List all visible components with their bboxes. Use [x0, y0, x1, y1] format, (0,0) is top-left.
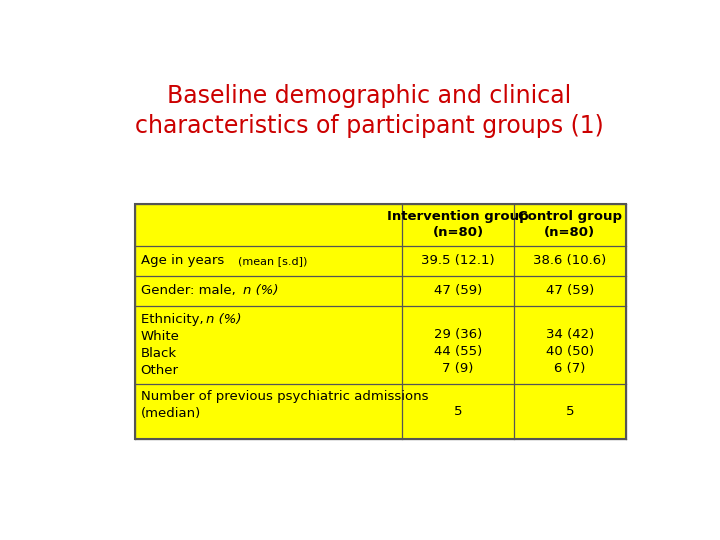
Text: 5: 5	[454, 405, 462, 418]
Text: 38.6 (10.6): 38.6 (10.6)	[534, 254, 606, 267]
Text: Gender: male,: Gender: male,	[140, 285, 240, 298]
Text: 44 (55): 44 (55)	[434, 346, 482, 359]
Text: 5: 5	[566, 405, 574, 418]
Text: 47 (59): 47 (59)	[434, 285, 482, 298]
Text: 34 (42): 34 (42)	[546, 328, 594, 341]
Text: Number of previous psychiatric admissions
(median): Number of previous psychiatric admission…	[140, 390, 428, 421]
Text: Intervention group
(n=80): Intervention group (n=80)	[387, 211, 529, 239]
Text: Ethnicity,: Ethnicity,	[140, 313, 207, 326]
Text: 29 (36): 29 (36)	[434, 328, 482, 341]
Text: White: White	[140, 330, 179, 343]
Text: 39.5 (12.1): 39.5 (12.1)	[421, 254, 495, 267]
Text: 40 (50): 40 (50)	[546, 346, 594, 359]
Text: (mean [s.d]): (mean [s.d])	[238, 256, 307, 266]
Text: Age in years: Age in years	[140, 254, 228, 267]
Text: n (%): n (%)	[207, 313, 242, 326]
Text: 47 (59): 47 (59)	[546, 285, 594, 298]
Text: Control group
(n=80): Control group (n=80)	[518, 211, 622, 239]
Text: Black: Black	[140, 347, 176, 360]
Text: 7 (9): 7 (9)	[442, 362, 474, 375]
Text: Baseline demographic and clinical
characteristics of participant groups (1): Baseline demographic and clinical charac…	[135, 84, 603, 138]
Text: n (%): n (%)	[243, 285, 278, 298]
Text: Other: Other	[140, 364, 179, 377]
Text: 6 (7): 6 (7)	[554, 362, 585, 375]
